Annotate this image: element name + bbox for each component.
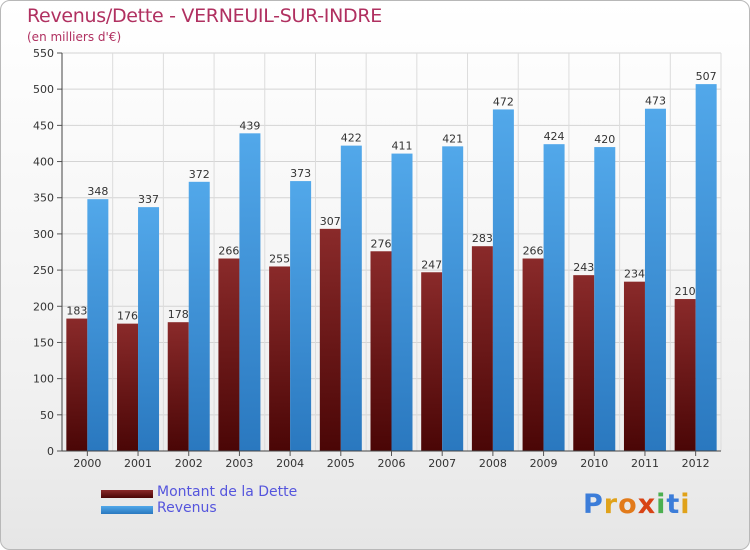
x-tick-label: 2008 (479, 457, 507, 470)
data-label: 439 (239, 119, 260, 132)
data-label: 507 (696, 70, 717, 83)
y-tick-label: 200 (33, 300, 54, 313)
bar-revenus (391, 153, 413, 451)
data-label: 372 (189, 168, 210, 181)
bar-dette (623, 281, 645, 451)
data-label: 243 (573, 261, 594, 274)
y-tick-label: 350 (33, 192, 54, 205)
legend-swatch-debt (101, 490, 153, 498)
data-label: 183 (66, 305, 87, 318)
x-tick-label: 2005 (327, 457, 355, 470)
y-tick-label: 400 (33, 156, 54, 169)
data-label: 421 (442, 132, 463, 145)
data-label: 266 (218, 245, 239, 258)
bar-revenus (239, 133, 261, 451)
bar-dette (522, 258, 544, 451)
legend-label-debt: Montant de la Dette (157, 484, 298, 500)
data-label: 255 (269, 252, 290, 265)
x-tick-label: 2007 (428, 457, 456, 470)
logo-letter: i (656, 489, 667, 520)
chart-subtitle: (en milliers d'€) (27, 30, 122, 44)
bar-revenus (644, 108, 666, 451)
legend-swatch-revenus (101, 506, 153, 514)
bar-dette (370, 251, 392, 451)
x-tick-label: 2006 (378, 457, 406, 470)
data-label: 178 (168, 308, 189, 321)
x-tick-label: 2002 (175, 457, 203, 470)
data-label: 337 (138, 193, 159, 206)
bar-revenus (492, 109, 514, 451)
data-label: 348 (87, 185, 108, 198)
bar-dette (66, 318, 88, 451)
bar-revenus (290, 181, 312, 452)
x-tick-label: 2009 (530, 457, 558, 470)
bar-revenus (188, 181, 210, 452)
bar-dette (674, 299, 696, 451)
y-tick-label: 50 (40, 409, 54, 422)
data-label: 422 (341, 132, 362, 145)
bar-dette (218, 258, 240, 451)
data-label: 420 (594, 133, 615, 146)
legend-label-revenus: Revenus (157, 500, 217, 516)
y-tick-label: 0 (47, 445, 54, 458)
x-tick-label: 2001 (124, 457, 152, 470)
x-tick-label: 2003 (225, 457, 253, 470)
data-label: 473 (645, 95, 666, 108)
bar-revenus (695, 84, 717, 451)
data-label: 283 (472, 232, 493, 245)
data-label: 247 (421, 258, 442, 271)
bar-revenus (543, 144, 565, 452)
data-label: 266 (523, 245, 544, 258)
logo-letter: t (666, 489, 681, 520)
data-label: 424 (544, 130, 565, 143)
chart-title: Revenus/Dette - VERNEUIL-SUR-INDRE (27, 5, 382, 27)
y-tick-label: 450 (33, 119, 54, 132)
y-tick-label: 500 (33, 83, 54, 96)
y-tick-label: 150 (33, 336, 54, 349)
bar-dette (269, 266, 291, 451)
proxiti-logo: Proxiti (583, 489, 691, 520)
data-label: 472 (493, 95, 514, 108)
bar-revenus (594, 147, 616, 451)
y-tick-label: 250 (33, 264, 54, 277)
logo-letter: x (637, 489, 657, 520)
logo-letter: P (583, 489, 604, 520)
x-tick-label: 2004 (276, 457, 304, 470)
data-label: 307 (320, 215, 341, 228)
bar-dette (421, 272, 443, 451)
x-tick-label: 2010 (580, 457, 608, 470)
bar-revenus (442, 146, 464, 451)
data-label: 210 (675, 285, 696, 298)
y-tick-label: 550 (33, 47, 54, 60)
x-tick-label: 2000 (73, 457, 101, 470)
bar-revenus (87, 199, 109, 451)
bar-dette (471, 246, 493, 451)
x-tick-label: 2011 (631, 457, 659, 470)
logo-letter: o (618, 489, 638, 520)
y-tick-label: 300 (33, 228, 54, 241)
logo-letter: r (603, 489, 619, 520)
data-label: 276 (371, 237, 392, 250)
bar-revenus (340, 145, 362, 451)
data-label: 373 (290, 167, 311, 180)
bar-dette (319, 228, 341, 451)
y-tick-label: 100 (33, 373, 54, 386)
data-label: 176 (117, 310, 138, 323)
bar-dette (573, 275, 595, 451)
x-tick-label: 2012 (682, 457, 710, 470)
data-label: 411 (392, 140, 413, 153)
bar-dette (167, 322, 189, 451)
bar-revenus (138, 207, 160, 451)
logo-letter: i (680, 489, 691, 520)
data-label: 234 (624, 268, 645, 281)
bar-dette (117, 323, 139, 451)
